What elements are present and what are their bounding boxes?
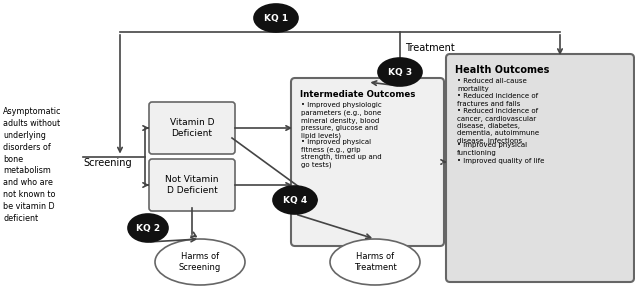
Text: Screening: Screening bbox=[84, 158, 132, 168]
Text: Harms of
Screening: Harms of Screening bbox=[179, 252, 221, 272]
Text: KQ 3: KQ 3 bbox=[388, 68, 412, 76]
Text: • Reduced incidence of
fractures and falls: • Reduced incidence of fractures and fal… bbox=[457, 93, 538, 106]
FancyBboxPatch shape bbox=[149, 159, 235, 211]
Ellipse shape bbox=[155, 239, 245, 285]
Text: • Improved physiologic
parameters (e.g., bone
mineral density, blood
pressure, g: • Improved physiologic parameters (e.g.,… bbox=[301, 102, 382, 139]
Text: Not Vitamin
D Deficient: Not Vitamin D Deficient bbox=[165, 175, 218, 195]
Text: Vitamin D
Deficient: Vitamin D Deficient bbox=[170, 118, 214, 138]
Ellipse shape bbox=[128, 214, 168, 242]
Text: Treatment: Treatment bbox=[405, 43, 455, 53]
Text: KQ 4: KQ 4 bbox=[283, 196, 307, 205]
Text: Harms of
Treatment: Harms of Treatment bbox=[354, 252, 396, 272]
Text: Health Outcomes: Health Outcomes bbox=[455, 65, 549, 75]
Text: • Improved quality of life: • Improved quality of life bbox=[457, 158, 544, 164]
Text: Intermediate Outcomes: Intermediate Outcomes bbox=[300, 90, 415, 99]
Text: • Reduced incidence of
cancer, cardiovascular
disease, diabetes,
dementia, autoi: • Reduced incidence of cancer, cardiovas… bbox=[457, 108, 539, 144]
FancyBboxPatch shape bbox=[149, 102, 235, 154]
Text: KQ 1: KQ 1 bbox=[264, 14, 288, 22]
Ellipse shape bbox=[254, 4, 298, 32]
Text: • Reduced all-cause
mortality: • Reduced all-cause mortality bbox=[457, 78, 527, 92]
FancyBboxPatch shape bbox=[446, 54, 634, 282]
Ellipse shape bbox=[273, 186, 317, 214]
FancyBboxPatch shape bbox=[291, 78, 444, 246]
Ellipse shape bbox=[330, 239, 420, 285]
Text: • Improved physical
functioning: • Improved physical functioning bbox=[457, 142, 527, 156]
Text: • Improved physical
fitness (e.g., grip
strength, timed up and
go tests): • Improved physical fitness (e.g., grip … bbox=[301, 139, 382, 169]
Text: Asymptomatic
adults without
underlying
disorders of
bone
metabolism
and who are
: Asymptomatic adults without underlying d… bbox=[3, 107, 62, 223]
Ellipse shape bbox=[378, 58, 422, 86]
Text: KQ 2: KQ 2 bbox=[136, 224, 160, 232]
